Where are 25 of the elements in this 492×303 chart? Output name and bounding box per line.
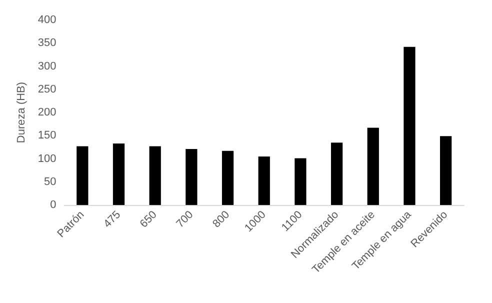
x-tick-label: 700 (174, 208, 196, 230)
bar (222, 150, 234, 205)
x-tick-label: 650 (138, 208, 160, 230)
y-tick-label: 150 (38, 130, 56, 142)
y-tick-label: 0 (50, 199, 56, 211)
bar (76, 146, 88, 205)
bar (404, 46, 416, 205)
y-tick-label: 250 (38, 83, 56, 96)
y-tick-label: 400 (38, 14, 56, 26)
bar (367, 128, 379, 205)
y-tick-label: 50 (44, 176, 56, 188)
x-tick-label: 475 (102, 208, 124, 230)
bar (258, 156, 270, 205)
y-tick-label: 300 (38, 60, 56, 72)
bar (294, 158, 306, 205)
y-tick-label: 350 (38, 37, 56, 50)
x-tick-label: 800 (210, 208, 232, 230)
y-tick-label: 200 (38, 106, 56, 118)
y-axis-title: Dureza (HB) (16, 82, 28, 144)
bar (440, 136, 452, 205)
bar (330, 142, 343, 205)
bar (186, 149, 198, 205)
bar (112, 143, 125, 205)
bar (149, 146, 161, 205)
y-tick-label: 100 (38, 152, 56, 165)
